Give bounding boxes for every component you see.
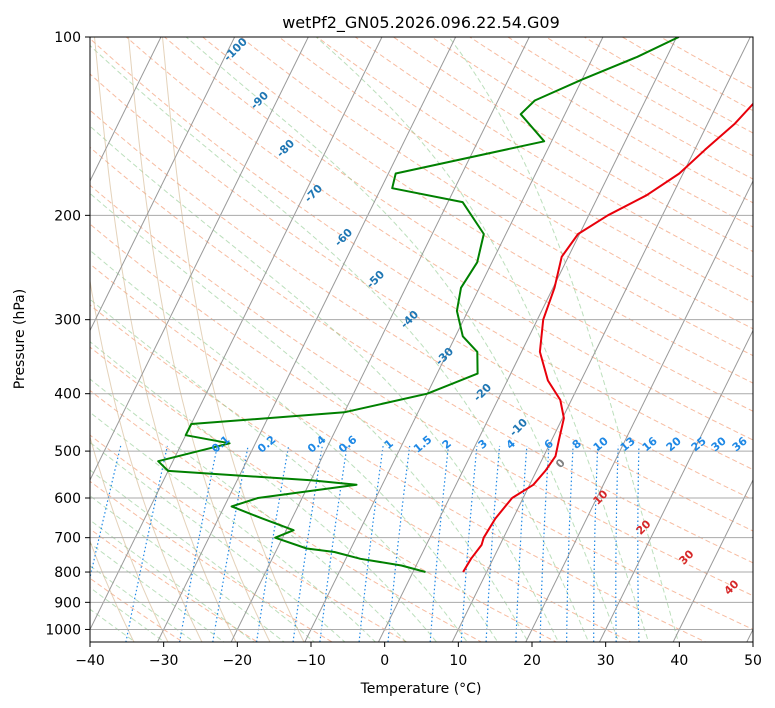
background-curve xyxy=(90,435,169,642)
x-tick-label: 10 xyxy=(449,653,467,669)
dry-adiabat-line xyxy=(90,480,334,642)
moist-adiabat-line xyxy=(448,37,680,642)
dry-adiabat-line xyxy=(90,223,753,630)
isotherm-line xyxy=(451,37,751,642)
y-tick-label: 900 xyxy=(54,595,81,611)
isotherm-line xyxy=(598,329,753,642)
isotherm-line xyxy=(90,37,236,332)
moist-adiabat-line xyxy=(185,37,620,642)
isotherm-line xyxy=(90,37,162,183)
moist-adiabat-line xyxy=(90,44,590,642)
isotherm-line xyxy=(230,37,530,642)
y-tick-label: 200 xyxy=(54,208,81,224)
dry-adiabat-line xyxy=(90,528,259,642)
moist-adiabat-line xyxy=(90,495,285,642)
chart-title: wetPf2_GN05.2026.096.22.54.G09 xyxy=(282,13,560,33)
x-tick-label: −30 xyxy=(149,653,179,669)
x-tick-label: −10 xyxy=(296,653,326,669)
x-axis-label: Temperature (°C) xyxy=(360,681,482,697)
moist-adiabat-line xyxy=(315,37,650,642)
dry-adiabat-line xyxy=(125,37,753,441)
moist-adiabat-line xyxy=(90,441,346,642)
moist-adiabat-line xyxy=(90,192,529,642)
x-tick-label: −40 xyxy=(75,653,105,669)
x-tick-label: 20 xyxy=(523,653,541,669)
dewpoint-line xyxy=(157,37,680,573)
background-curve xyxy=(93,37,237,642)
isotherm-line xyxy=(90,37,383,631)
dry-adiabat-line xyxy=(392,37,753,253)
isotherm-line xyxy=(525,179,753,642)
dry-adiabat-line xyxy=(468,37,753,204)
mixing-ratio-line xyxy=(125,445,168,642)
moist-adiabat-line xyxy=(90,469,316,642)
dry-adiabat-line xyxy=(90,73,753,501)
isotherm-line xyxy=(156,37,457,642)
temperature-line xyxy=(462,102,753,573)
y-tick-label: 700 xyxy=(54,531,81,547)
isotherm-line xyxy=(672,478,753,642)
dry-adiabat-line xyxy=(90,263,707,642)
moist-adiabat-line xyxy=(90,411,377,642)
dry-adiabat-line xyxy=(430,37,753,228)
moist-adiabat-line xyxy=(90,586,166,642)
plot-frame xyxy=(89,36,754,643)
background-curves xyxy=(90,37,753,642)
dry-adiabat-line xyxy=(90,146,753,564)
dry-adiabat-line xyxy=(545,37,753,157)
y-tick-label: 800 xyxy=(54,565,81,581)
background-curve xyxy=(90,539,135,642)
x-tick-label: −20 xyxy=(223,653,253,669)
y-tick-label: 600 xyxy=(54,491,81,507)
dry-adiabat-line xyxy=(506,37,753,180)
y-axis: 100 200 300 400 500 600 700 800 900 1000 xyxy=(45,30,90,638)
moist-adiabat-line xyxy=(90,608,136,642)
moist-adiabat-line xyxy=(90,125,559,642)
y-tick-label: 1000 xyxy=(45,622,81,638)
isotherm-line xyxy=(377,37,678,642)
dry-adiabat-line xyxy=(90,184,753,597)
dry-adiabat-line xyxy=(90,434,408,642)
x-tick-label: 40 xyxy=(670,653,688,669)
moist-adiabat-line xyxy=(90,378,407,642)
isotherm-line xyxy=(90,37,309,482)
y-tick-label: 400 xyxy=(54,387,81,403)
y-axis-label: Pressure (hPa) xyxy=(12,289,28,389)
moist-adiabat-line xyxy=(90,341,438,642)
moist-adiabat-line xyxy=(90,298,468,642)
data-series xyxy=(157,37,753,573)
y-tick-label: 500 xyxy=(54,444,81,460)
y-tick-label: 100 xyxy=(54,30,81,46)
background-curve xyxy=(127,37,271,642)
dry-adiabat-line xyxy=(90,109,753,532)
x-axis: −40 −30 −20 −10 0 10 20 30 40 50 xyxy=(75,642,762,669)
x-tick-label: 0 xyxy=(380,653,389,669)
background-curve xyxy=(161,37,305,642)
x-tick-label: 50 xyxy=(744,653,762,669)
dry-adiabat-line xyxy=(90,37,753,471)
grid xyxy=(90,37,753,642)
dry-adiabat-line xyxy=(201,37,753,384)
dry-adiabat-line xyxy=(354,37,753,278)
isotherm-line xyxy=(304,37,604,642)
y-tick-label: 300 xyxy=(54,313,81,329)
moist-adiabat-line xyxy=(90,249,499,642)
dry-adiabat-line xyxy=(163,37,753,412)
x-tick-label: 30 xyxy=(597,653,615,669)
dry-adiabat-line xyxy=(316,37,753,304)
dry-adiabat-line xyxy=(90,389,483,642)
